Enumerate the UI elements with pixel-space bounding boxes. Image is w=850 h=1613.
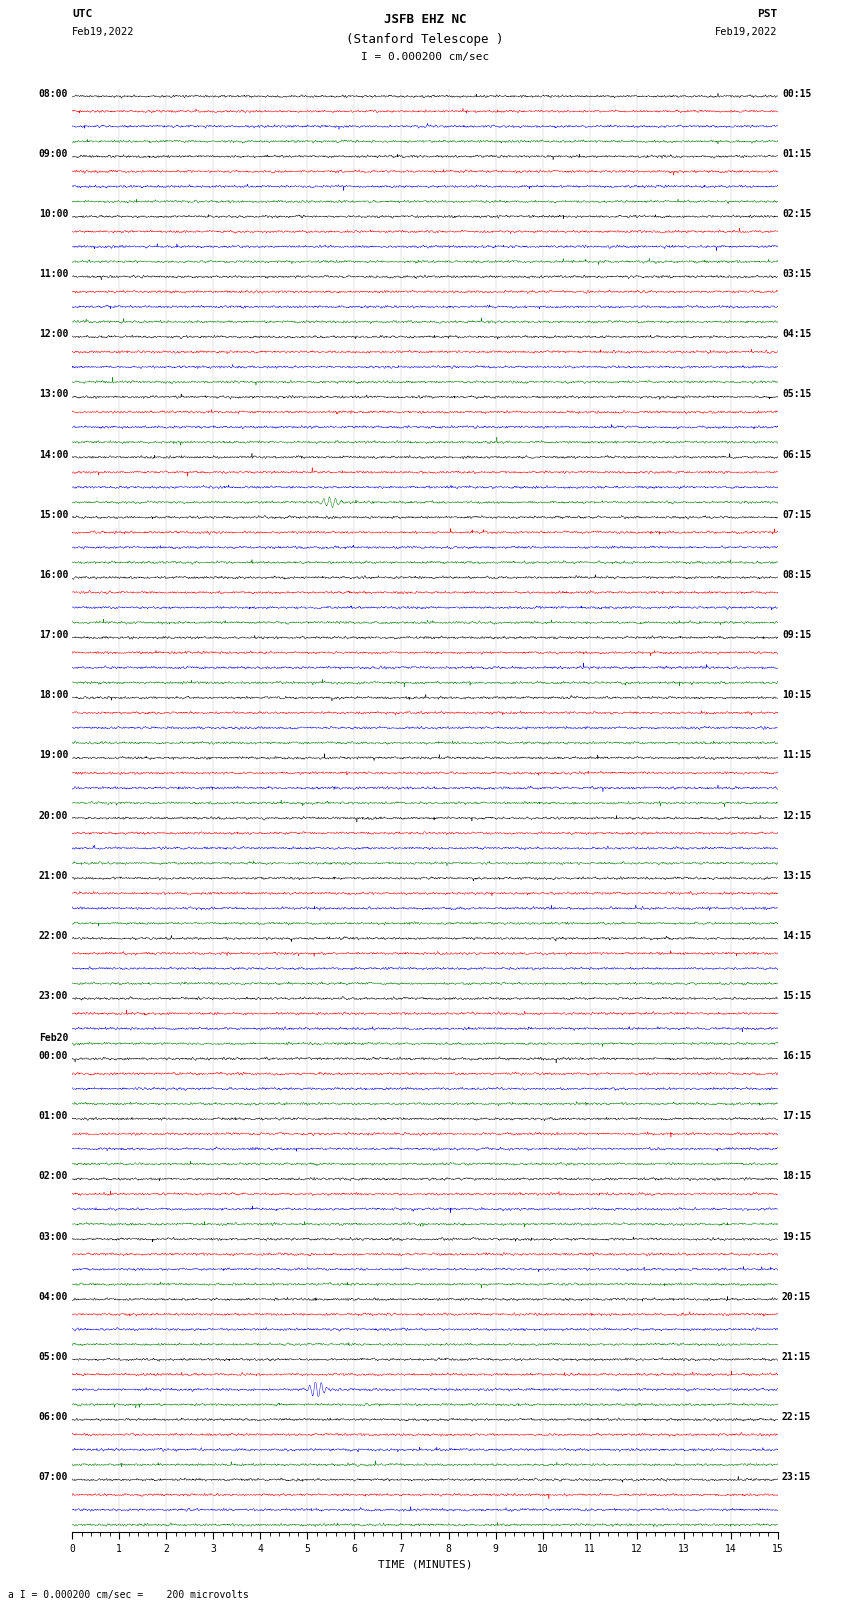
Text: UTC: UTC — [72, 10, 93, 19]
Text: 09:15: 09:15 — [782, 631, 812, 640]
Text: Feb20: Feb20 — [38, 1032, 68, 1044]
Text: 12:00: 12:00 — [38, 329, 68, 339]
Text: JSFB EHZ NC: JSFB EHZ NC — [383, 13, 467, 26]
Text: 12:15: 12:15 — [782, 811, 812, 821]
Text: 22:15: 22:15 — [782, 1411, 812, 1423]
Text: 04:15: 04:15 — [782, 329, 812, 339]
Text: 22:00: 22:00 — [38, 931, 68, 940]
X-axis label: TIME (MINUTES): TIME (MINUTES) — [377, 1560, 473, 1569]
Text: 07:00: 07:00 — [38, 1473, 68, 1482]
Text: 19:00: 19:00 — [38, 750, 68, 760]
Text: 13:00: 13:00 — [38, 389, 68, 400]
Text: 14:15: 14:15 — [782, 931, 812, 940]
Text: 06:00: 06:00 — [38, 1411, 68, 1423]
Text: (Stanford Telescope ): (Stanford Telescope ) — [346, 32, 504, 45]
Text: 20:15: 20:15 — [782, 1292, 812, 1302]
Text: a I = 0.000200 cm/sec =    200 microvolts: a I = 0.000200 cm/sec = 200 microvolts — [8, 1590, 249, 1600]
Text: Feb19,2022: Feb19,2022 — [72, 26, 135, 37]
Text: 10:00: 10:00 — [38, 210, 68, 219]
Text: I = 0.000200 cm/sec: I = 0.000200 cm/sec — [361, 52, 489, 61]
Text: 21:00: 21:00 — [38, 871, 68, 881]
Text: 19:15: 19:15 — [782, 1232, 812, 1242]
Text: 09:00: 09:00 — [38, 148, 68, 158]
Text: 05:00: 05:00 — [38, 1352, 68, 1361]
Text: 21:15: 21:15 — [782, 1352, 812, 1361]
Text: 07:15: 07:15 — [782, 510, 812, 519]
Text: 08:00: 08:00 — [38, 89, 68, 98]
Text: 11:00: 11:00 — [38, 269, 68, 279]
Text: 01:15: 01:15 — [782, 148, 812, 158]
Text: 01:00: 01:00 — [38, 1111, 68, 1121]
Text: 04:00: 04:00 — [38, 1292, 68, 1302]
Text: 03:15: 03:15 — [782, 269, 812, 279]
Text: 17:00: 17:00 — [38, 631, 68, 640]
Text: 03:00: 03:00 — [38, 1232, 68, 1242]
Text: 15:15: 15:15 — [782, 990, 812, 1002]
Text: PST: PST — [757, 10, 778, 19]
Text: 10:15: 10:15 — [782, 690, 812, 700]
Text: Feb19,2022: Feb19,2022 — [715, 26, 778, 37]
Text: 16:15: 16:15 — [782, 1052, 812, 1061]
Text: 13:15: 13:15 — [782, 871, 812, 881]
Text: 00:00: 00:00 — [38, 1052, 68, 1061]
Text: 02:00: 02:00 — [38, 1171, 68, 1181]
Text: 17:15: 17:15 — [782, 1111, 812, 1121]
Text: 14:00: 14:00 — [38, 450, 68, 460]
Text: 16:00: 16:00 — [38, 569, 68, 581]
Text: 02:15: 02:15 — [782, 210, 812, 219]
Text: 15:00: 15:00 — [38, 510, 68, 519]
Text: 11:15: 11:15 — [782, 750, 812, 760]
Text: 23:00: 23:00 — [38, 990, 68, 1002]
Text: 06:15: 06:15 — [782, 450, 812, 460]
Text: 08:15: 08:15 — [782, 569, 812, 581]
Text: 05:15: 05:15 — [782, 389, 812, 400]
Text: 18:15: 18:15 — [782, 1171, 812, 1181]
Text: 18:00: 18:00 — [38, 690, 68, 700]
Text: 23:15: 23:15 — [782, 1473, 812, 1482]
Text: 00:15: 00:15 — [782, 89, 812, 98]
Text: 20:00: 20:00 — [38, 811, 68, 821]
